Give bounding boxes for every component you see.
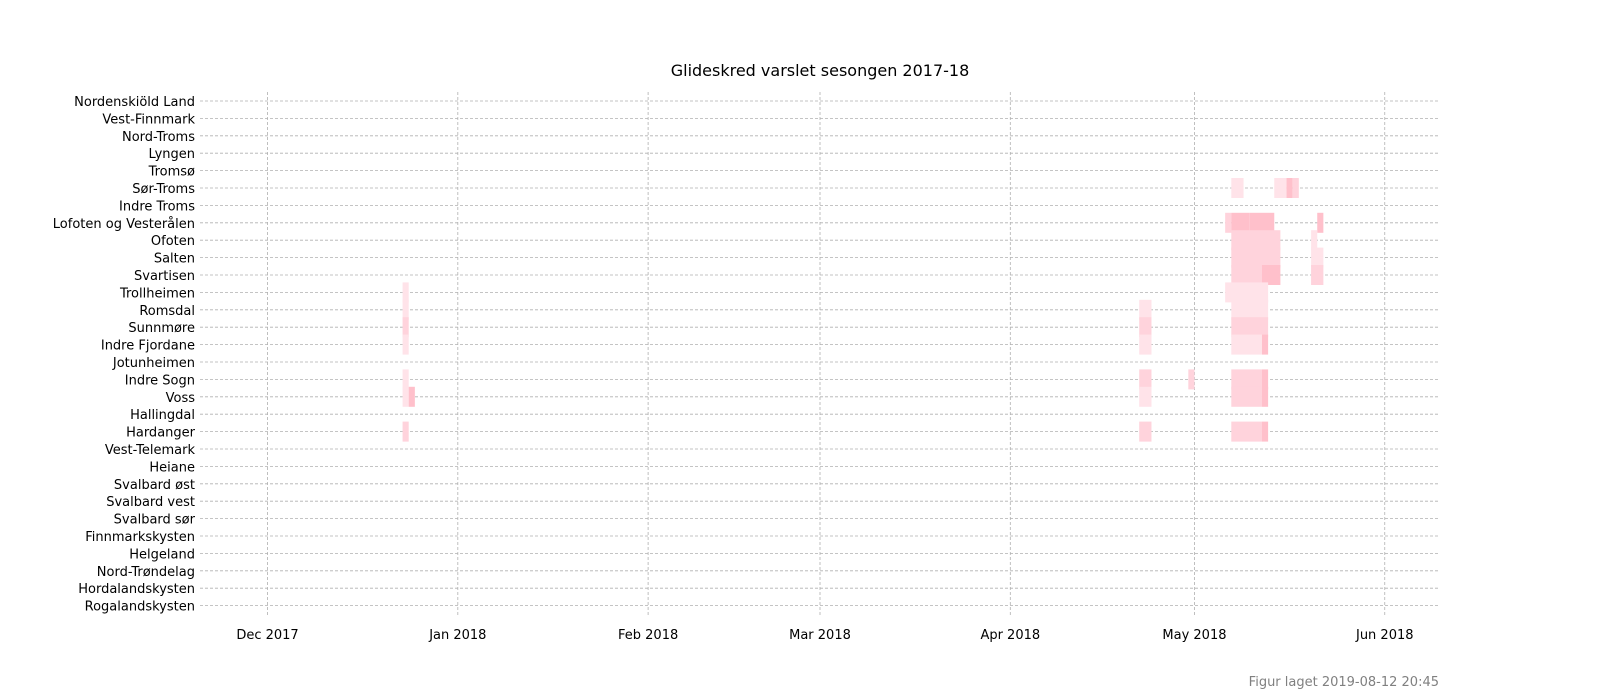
warning-cell [1231, 317, 1269, 338]
warning-cell [1231, 369, 1262, 390]
warning-cell [402, 386, 409, 407]
region-label: Trollheimen [119, 286, 195, 301]
warning-cell [402, 282, 409, 303]
region-label: Finnmarkskysten [85, 530, 195, 545]
figure-timestamp: Figur laget 2019-08-12 20:45 [1249, 675, 1439, 690]
warning-cell [1261, 369, 1269, 390]
chart-title: Glideskred varslet sesongen 2017-18 [671, 61, 970, 80]
region-label: Hordalandskysten [78, 582, 195, 597]
date-tick-label: Apr 2018 [980, 628, 1040, 643]
region-label: Helgeland [129, 547, 195, 562]
region-label: Ofoten [151, 234, 195, 249]
warning-cell [402, 317, 409, 338]
warning-cell [1292, 178, 1299, 198]
warning-cell [402, 369, 409, 390]
region-label: Indre Sogn [125, 373, 195, 388]
region-label: Nord-Trøndelag [97, 565, 195, 580]
warning-cell [408, 386, 415, 407]
region-label: Hallingdal [130, 408, 195, 423]
date-tick-labels: Dec 2017 Jan 2018 Feb 2018 Mar 2018 Apr 2018… [236, 628, 1413, 643]
region-label: Vest-Telemark [105, 443, 196, 458]
warning-cell [1261, 386, 1269, 407]
region-label: Tromsø [148, 165, 195, 180]
region-label: Nord-Troms [122, 130, 195, 145]
region-label: Heiane [149, 460, 195, 475]
region-label: Indre Fjordane [101, 339, 195, 354]
grid-layer [200, 92, 1440, 617]
warning-cell [1261, 334, 1269, 355]
warning-cell [1139, 299, 1152, 320]
region-labels: Nordenskiöld Land Vest-Finnmark Nord-Troms… [53, 95, 196, 615]
warning-cell [1286, 178, 1293, 198]
warning-cell [1317, 212, 1324, 233]
warning-cell [402, 334, 409, 355]
region-label: Romsdal [139, 304, 195, 319]
region-label: Svalbard sør [114, 513, 196, 528]
warning-cell [1231, 265, 1262, 285]
warning-cell [402, 421, 409, 442]
warning-cell [1139, 421, 1152, 442]
region-label: Svalbard øst [114, 478, 195, 493]
date-tick-label: May 2018 [1162, 628, 1226, 643]
warning-cell [1231, 421, 1262, 442]
region-label: Vest-Finnmark [102, 112, 195, 127]
warning-cell [1261, 421, 1269, 442]
date-tick-label: Jan 2018 [428, 628, 486, 643]
warning-cell [1225, 212, 1232, 233]
warning-cell [1231, 334, 1262, 355]
warning-cell [402, 299, 409, 320]
warning-cell [1274, 178, 1287, 198]
date-tick-label: Mar 2018 [789, 628, 851, 643]
warning-cell [1139, 386, 1152, 407]
region-label: Indre Troms [119, 199, 195, 214]
warning-cell [1188, 369, 1195, 390]
warning-cell [1231, 299, 1269, 320]
warning-cell [1231, 247, 1281, 268]
region-label: Rogalandskysten [85, 600, 195, 615]
warning-cell [1139, 317, 1152, 338]
warning-cell [1139, 369, 1152, 390]
region-label: Hardanger [126, 426, 196, 441]
region-label: Jotunheimen [112, 356, 195, 371]
warning-cell [1231, 386, 1262, 407]
date-tick-label: Dec 2017 [236, 628, 298, 643]
date-tick-label: Feb 2018 [618, 628, 678, 643]
region-label: Voss [166, 391, 196, 406]
warning-cell [1311, 265, 1324, 285]
warning-cell [1231, 212, 1250, 233]
warning-cells [402, 178, 1324, 442]
warning-cell [1249, 212, 1275, 233]
region-label: Svalbard vest [106, 495, 195, 510]
region-label: Lofoten og Vesterålen [53, 217, 195, 232]
warning-cell [1139, 334, 1152, 355]
warning-cell [1261, 265, 1281, 285]
warning-cell [1231, 230, 1281, 251]
warning-cell [1231, 178, 1244, 198]
region-label: Lyngen [149, 147, 195, 162]
region-label: Nordenskiöld Land [74, 95, 195, 110]
region-label: Sunnmøre [128, 321, 195, 336]
warning-cell [1311, 247, 1324, 268]
warning-cell [1225, 282, 1269, 303]
region-label: Sør-Troms [132, 182, 195, 197]
region-label: Salten [154, 252, 195, 267]
date-tick-label: Jun 2018 [1355, 628, 1414, 643]
region-label: Svartisen [134, 269, 195, 284]
warning-cell [1311, 230, 1318, 251]
